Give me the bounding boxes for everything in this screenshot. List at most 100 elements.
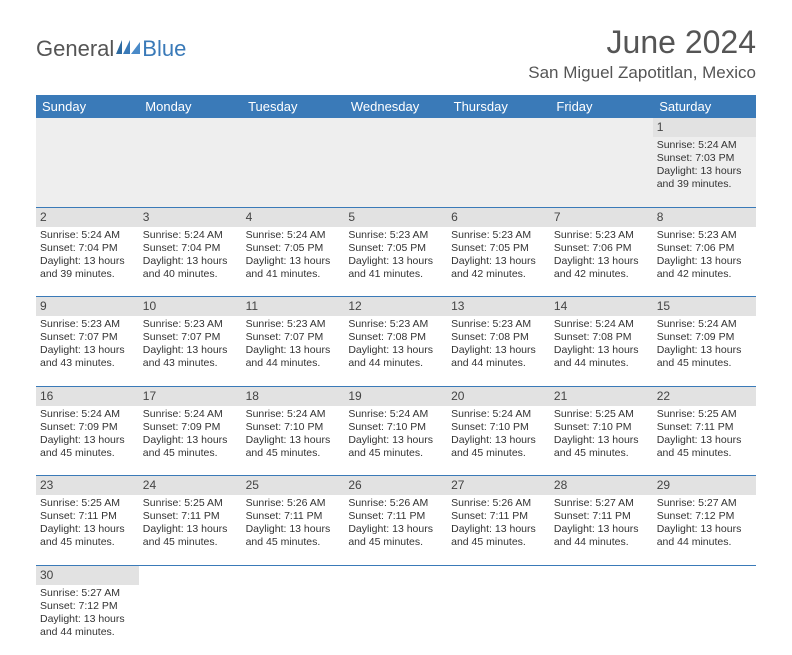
- day-number-cell: 15: [653, 297, 756, 317]
- calendar-day-cell: Sunrise: 5:24 AMSunset: 7:04 PMDaylight:…: [36, 227, 139, 297]
- sunrise-line: Sunrise: 5:23 AM: [348, 318, 443, 331]
- header: General Blue June 2024 San Miguel Zapoti…: [0, 0, 792, 91]
- daylight-line: Daylight: 13 hours and 41 minutes.: [348, 255, 443, 281]
- day-number: 1: [657, 120, 664, 134]
- day-number-cell: 14: [550, 297, 653, 317]
- calendar-day-cell: Sunrise: 5:24 AMSunset: 7:05 PMDaylight:…: [242, 227, 345, 297]
- daylight-line: Daylight: 13 hours and 45 minutes.: [40, 523, 135, 549]
- daylight-line: Daylight: 13 hours and 44 minutes.: [40, 613, 135, 639]
- sunrise-line: Sunrise: 5:24 AM: [657, 139, 752, 152]
- sunrise-line: Sunrise: 5:24 AM: [246, 229, 341, 242]
- daylight-line: Daylight: 13 hours and 45 minutes.: [246, 434, 341, 460]
- day-number-cell: 25: [242, 476, 345, 496]
- day-number-cell: 18: [242, 386, 345, 406]
- daylight-line: Daylight: 13 hours and 45 minutes.: [451, 523, 546, 549]
- calendar-day-cell: Sunrise: 5:24 AMSunset: 7:03 PMDaylight:…: [653, 137, 756, 207]
- title-block: June 2024 San Miguel Zapotitlan, Mexico: [528, 24, 756, 83]
- day-number: 21: [554, 389, 567, 403]
- day-number: 5: [348, 210, 355, 224]
- calendar-day-cell: Sunrise: 5:24 AMSunset: 7:09 PMDaylight:…: [139, 406, 242, 476]
- sunset-line: Sunset: 7:11 PM: [246, 510, 341, 523]
- calendar-day-cell: Sunrise: 5:23 AMSunset: 7:07 PMDaylight:…: [139, 316, 242, 386]
- weekday-header: Sunday: [36, 95, 139, 118]
- sunset-line: Sunset: 7:03 PM: [657, 152, 752, 165]
- day-number-cell: 27: [447, 476, 550, 496]
- sunset-line: Sunset: 7:10 PM: [554, 421, 649, 434]
- sunrise-line: Sunrise: 5:27 AM: [40, 587, 135, 600]
- sunrise-line: Sunrise: 5:24 AM: [40, 408, 135, 421]
- sunset-line: Sunset: 7:06 PM: [657, 242, 752, 255]
- day-number: 19: [348, 389, 361, 403]
- sunset-line: Sunset: 7:10 PM: [451, 421, 546, 434]
- sunset-line: Sunset: 7:04 PM: [143, 242, 238, 255]
- calendar-day-cell: Sunrise: 5:25 AMSunset: 7:11 PMDaylight:…: [653, 406, 756, 476]
- day-number: 17: [143, 389, 156, 403]
- day-number-cell: 19: [344, 386, 447, 406]
- calendar-day-cell: Sunrise: 5:26 AMSunset: 7:11 PMDaylight:…: [447, 495, 550, 565]
- calendar-day-cell: Sunrise: 5:23 AMSunset: 7:06 PMDaylight:…: [653, 227, 756, 297]
- sunset-line: Sunset: 7:10 PM: [348, 421, 443, 434]
- calendar-day-cell: Sunrise: 5:24 AMSunset: 7:10 PMDaylight:…: [344, 406, 447, 476]
- day-number-cell: [139, 565, 242, 585]
- daylight-line: Daylight: 13 hours and 44 minutes.: [554, 344, 649, 370]
- day-number-cell: 23: [36, 476, 139, 496]
- calendar-day-cell: Sunrise: 5:24 AMSunset: 7:08 PMDaylight:…: [550, 316, 653, 386]
- sunset-line: Sunset: 7:09 PM: [657, 331, 752, 344]
- day-number-row: 30: [36, 565, 756, 585]
- day-number-cell: [242, 118, 345, 137]
- sunrise-line: Sunrise: 5:25 AM: [554, 408, 649, 421]
- day-number-row: 9101112131415: [36, 297, 756, 317]
- weekday-header: Wednesday: [344, 95, 447, 118]
- daylight-line: Daylight: 13 hours and 40 minutes.: [143, 255, 238, 281]
- daylight-line: Daylight: 13 hours and 45 minutes.: [657, 434, 752, 460]
- page-title: June 2024: [528, 24, 756, 61]
- calendar-day-cell: Sunrise: 5:24 AMSunset: 7:04 PMDaylight:…: [139, 227, 242, 297]
- daylight-line: Daylight: 13 hours and 45 minutes.: [657, 344, 752, 370]
- calendar-day-cell: [550, 137, 653, 207]
- day-number-cell: 7: [550, 207, 653, 227]
- daylight-line: Daylight: 13 hours and 43 minutes.: [143, 344, 238, 370]
- day-number-cell: 16: [36, 386, 139, 406]
- sunrise-line: Sunrise: 5:24 AM: [451, 408, 546, 421]
- day-number: 9: [40, 299, 47, 313]
- sunset-line: Sunset: 7:12 PM: [40, 600, 135, 613]
- calendar-day-cell: [139, 585, 242, 655]
- daylight-line: Daylight: 13 hours and 45 minutes.: [143, 523, 238, 549]
- sunrise-line: Sunrise: 5:25 AM: [143, 497, 238, 510]
- day-number-cell: [653, 565, 756, 585]
- sunrise-line: Sunrise: 5:26 AM: [451, 497, 546, 510]
- day-number: 13: [451, 299, 464, 313]
- sunset-line: Sunset: 7:10 PM: [246, 421, 341, 434]
- day-number-cell: 12: [344, 297, 447, 317]
- calendar-week-row: Sunrise: 5:24 AMSunset: 7:04 PMDaylight:…: [36, 227, 756, 297]
- sunset-line: Sunset: 7:06 PM: [554, 242, 649, 255]
- day-number: 4: [246, 210, 253, 224]
- day-number: 25: [246, 478, 259, 492]
- weekday-header: Thursday: [447, 95, 550, 118]
- calendar-week-row: Sunrise: 5:24 AMSunset: 7:03 PMDaylight:…: [36, 137, 756, 207]
- calendar-day-cell: Sunrise: 5:25 AMSunset: 7:11 PMDaylight:…: [139, 495, 242, 565]
- calendar-day-cell: Sunrise: 5:24 AMSunset: 7:10 PMDaylight:…: [447, 406, 550, 476]
- sunrise-line: Sunrise: 5:24 AM: [143, 408, 238, 421]
- calendar-day-cell: Sunrise: 5:23 AMSunset: 7:07 PMDaylight:…: [242, 316, 345, 386]
- sunset-line: Sunset: 7:08 PM: [451, 331, 546, 344]
- calendar-day-cell: Sunrise: 5:25 AMSunset: 7:10 PMDaylight:…: [550, 406, 653, 476]
- sunset-line: Sunset: 7:11 PM: [554, 510, 649, 523]
- sunrise-line: Sunrise: 5:27 AM: [554, 497, 649, 510]
- day-number-cell: 2: [36, 207, 139, 227]
- day-number-cell: 1: [653, 118, 756, 137]
- daylight-line: Daylight: 13 hours and 39 minutes.: [40, 255, 135, 281]
- day-number-cell: 24: [139, 476, 242, 496]
- day-number: 12: [348, 299, 361, 313]
- day-number-cell: [242, 565, 345, 585]
- day-number: 20: [451, 389, 464, 403]
- weekday-header: Tuesday: [242, 95, 345, 118]
- sunset-line: Sunset: 7:05 PM: [451, 242, 546, 255]
- calendar-week-row: Sunrise: 5:23 AMSunset: 7:07 PMDaylight:…: [36, 316, 756, 386]
- day-number-cell: 10: [139, 297, 242, 317]
- calendar-week-row: Sunrise: 5:27 AMSunset: 7:12 PMDaylight:…: [36, 585, 756, 655]
- day-number-cell: 21: [550, 386, 653, 406]
- day-number-cell: [550, 565, 653, 585]
- sunrise-line: Sunrise: 5:23 AM: [657, 229, 752, 242]
- day-number-cell: [447, 118, 550, 137]
